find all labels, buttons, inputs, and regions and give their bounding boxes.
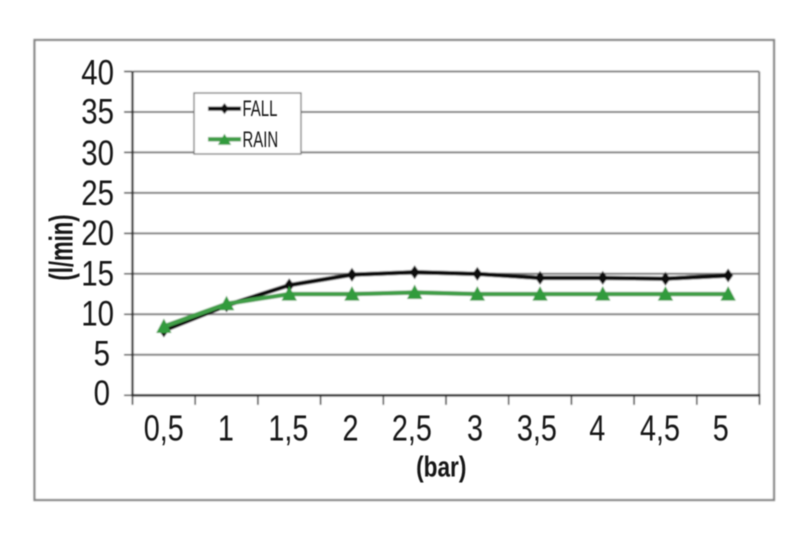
svg-text:1,5: 1,5	[268, 407, 308, 448]
svg-text:1: 1	[218, 407, 234, 448]
svg-text:30: 30	[81, 134, 114, 173]
svg-text:20: 20	[81, 214, 114, 253]
svg-text:3,5: 3,5	[517, 407, 557, 448]
svg-text:40: 40	[81, 53, 114, 92]
svg-text:0: 0	[94, 373, 110, 412]
svg-text:35: 35	[81, 92, 114, 131]
svg-text:2,5: 2,5	[392, 407, 432, 448]
svg-text:5: 5	[713, 407, 729, 448]
svg-text:25: 25	[81, 174, 114, 213]
svg-text:4: 4	[589, 407, 605, 448]
svg-text:0,5: 0,5	[144, 407, 184, 448]
svg-text:4,5: 4,5	[640, 407, 680, 448]
svg-text:3: 3	[467, 407, 483, 448]
svg-text:RAIN: RAIN	[243, 127, 279, 152]
svg-text:FALL: FALL	[243, 96, 278, 121]
svg-text:(l/min): (l/min)	[43, 214, 79, 280]
svg-text:2: 2	[342, 407, 358, 448]
svg-text:5: 5	[94, 334, 110, 373]
svg-text:10: 10	[81, 294, 114, 333]
svg-text:15: 15	[81, 254, 114, 293]
svg-text:(bar): (bar)	[416, 450, 466, 483]
